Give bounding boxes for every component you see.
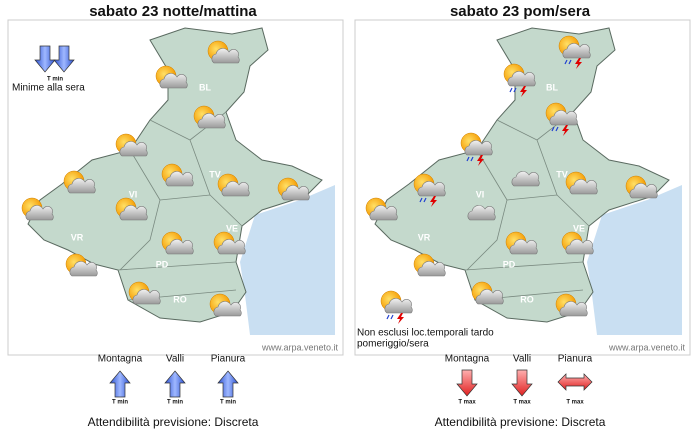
panel-title: sabato 23 notte/mattina <box>89 3 257 20</box>
rain <box>466 156 474 162</box>
legend-label: Montagna <box>98 354 143 365</box>
province-label: BL <box>199 82 211 92</box>
province-label: PD <box>156 259 169 269</box>
cloud <box>509 239 538 255</box>
cloud <box>67 178 96 194</box>
rain <box>419 197 427 203</box>
legend-arrow-label: T max <box>458 400 476 406</box>
rain <box>564 59 572 65</box>
cloud <box>25 205 54 221</box>
cloud <box>562 43 591 59</box>
cloud <box>217 239 246 255</box>
cloud <box>384 298 413 314</box>
cloud <box>197 113 226 129</box>
province-label: RO <box>173 294 187 304</box>
cloud <box>213 301 242 317</box>
arrow-icon <box>557 373 593 391</box>
cloud <box>132 289 161 305</box>
forecast-panel: sabato 23 notte/mattina BL TV VI VE VR PD RO www… <box>7 3 344 429</box>
legend-label: Valli <box>513 354 531 365</box>
cloud <box>569 179 598 195</box>
legend-label: Pianura <box>211 354 246 365</box>
province-borders <box>464 111 590 301</box>
cloud <box>549 110 578 126</box>
arrow-icon <box>217 370 239 398</box>
cloud <box>467 205 496 221</box>
legend-arrow-label: T max <box>513 400 531 406</box>
legend-arrow-label: T min <box>220 400 236 406</box>
province-borders <box>117 111 243 301</box>
province-label: VE <box>573 223 585 233</box>
sea <box>587 185 682 335</box>
reliability: Attendibilità previsione: Discreta <box>88 415 259 429</box>
cloud <box>119 141 148 157</box>
forecast-note: Minime alla sera <box>12 83 85 94</box>
cloud <box>211 48 240 64</box>
cloud <box>69 261 98 277</box>
province-label: VR <box>418 232 431 242</box>
arrow-label: T min <box>47 77 63 83</box>
legend-arrow-label: T min <box>112 400 128 406</box>
cloud <box>417 181 446 197</box>
sea <box>240 185 335 335</box>
watermark: www.arpa.veneto.it <box>608 342 686 352</box>
province-label: BL <box>546 82 558 92</box>
cloud <box>475 289 504 305</box>
lightning <box>397 313 404 324</box>
rain <box>509 87 517 93</box>
lightning <box>575 58 582 69</box>
legend-arrow-label: T max <box>566 400 584 406</box>
rain <box>551 126 559 132</box>
cloud <box>559 301 588 317</box>
lightning <box>562 125 569 136</box>
lightning <box>477 155 484 166</box>
rain <box>386 314 394 320</box>
legend-label: Montagna <box>445 354 490 365</box>
cloud <box>507 71 536 87</box>
lightning <box>520 86 527 97</box>
province-label: TV <box>556 169 568 179</box>
cloud <box>119 205 148 221</box>
cloud <box>159 73 188 89</box>
panel-title: sabato 23 pom/sera <box>450 3 591 20</box>
cloud <box>565 239 594 255</box>
cloud <box>165 239 194 255</box>
lightning <box>430 196 437 207</box>
province-label: VE <box>226 223 238 233</box>
legend-label: Pianura <box>558 354 593 365</box>
forecast-note: Non esclusi loc.temporali tardo <box>357 328 494 339</box>
arrow-icon <box>109 370 131 398</box>
province-label: RO <box>520 294 534 304</box>
legend-arrow-label: T min <box>167 400 183 406</box>
arrow-icon <box>456 369 478 397</box>
cloud <box>629 183 658 199</box>
watermark: www.arpa.veneto.it <box>261 342 339 352</box>
arrow-icon <box>53 45 75 73</box>
cloud <box>464 140 493 156</box>
arrow-icon <box>34 45 56 73</box>
province-label: PD <box>503 259 516 269</box>
cloud <box>281 185 310 201</box>
cloud <box>165 171 194 187</box>
province-label: TV <box>209 169 221 179</box>
province-label: VI <box>476 189 485 199</box>
reliability: Attendibilità previsione: Discreta <box>435 415 606 429</box>
province-label: VR <box>71 232 84 242</box>
arrow-icon <box>511 369 533 397</box>
province-label: VI <box>129 189 138 199</box>
forecast-panel: sabato 23 pom/sera BL TV VI VE VR PD RO www.arpa… <box>354 3 691 429</box>
cloud <box>369 205 398 221</box>
forecast-note: pomeriggio/sera <box>357 339 429 350</box>
cloud <box>417 261 446 277</box>
cloud <box>511 171 540 187</box>
arrow-icon <box>164 370 186 398</box>
legend-label: Valli <box>166 354 184 365</box>
cloud <box>221 181 250 197</box>
